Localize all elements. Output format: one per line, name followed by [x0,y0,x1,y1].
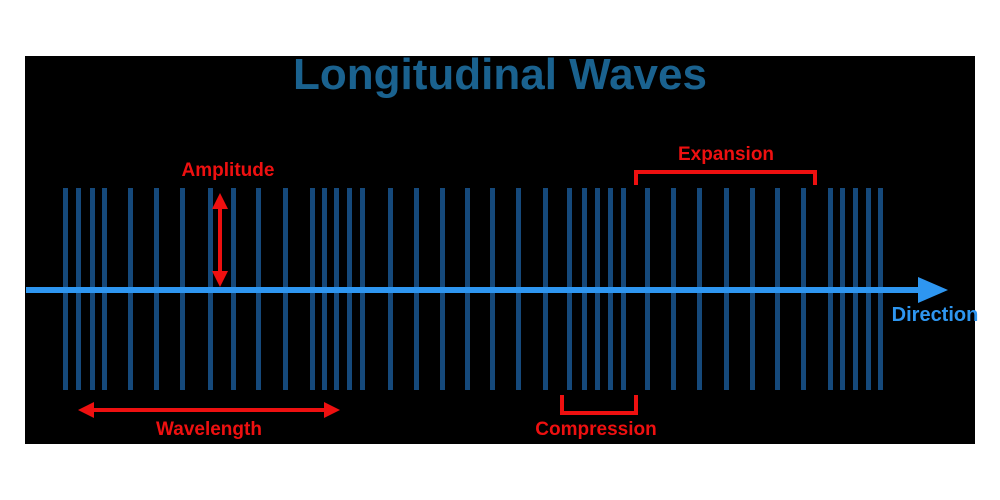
wave-line [75,188,81,390]
expansion-label: Expansion [677,144,775,165]
wave-line [439,188,445,390]
wave-line [489,188,495,390]
figure-title: Longitudinal Waves [293,50,707,99]
wave-line [309,188,315,390]
amplitude-label: Amplitude [181,160,275,181]
wave-line [387,188,393,390]
wave-line [179,188,185,390]
wave-line [774,188,780,390]
wave-line [670,188,676,390]
wave-line [620,188,626,390]
wave-line [852,188,858,390]
direction-label: Direction [891,304,979,326]
wave-line [723,188,729,390]
wave-line [255,188,261,390]
wave-line [464,188,470,390]
wave-line [594,188,600,390]
wave-line [282,188,288,390]
compression-label: Compression [535,419,657,440]
wave-line [749,188,755,390]
wave-line [230,188,236,390]
wave-line [581,188,587,390]
wave-line [566,188,572,390]
wave-line [153,188,159,390]
wave-line [607,188,613,390]
wave-line [321,188,327,390]
wave-line [696,188,702,390]
wave-line [413,188,419,390]
wave-line [877,188,883,390]
wave-line [89,188,95,390]
figure-canvas [25,56,975,444]
wave-line [800,188,806,390]
wave-line [127,188,133,390]
wave-line [101,188,107,390]
wave-line [333,188,339,390]
wave-line [359,188,365,390]
wave-line [827,188,833,390]
wave-line [542,188,548,390]
wave-line [207,188,213,390]
wave-line [865,188,871,390]
wave-line [346,188,352,390]
wave-line [839,188,845,390]
wavelength-label: Wavelength [156,419,262,440]
wave-line [515,188,521,390]
wave-line [62,188,68,390]
wave-line [644,188,650,390]
